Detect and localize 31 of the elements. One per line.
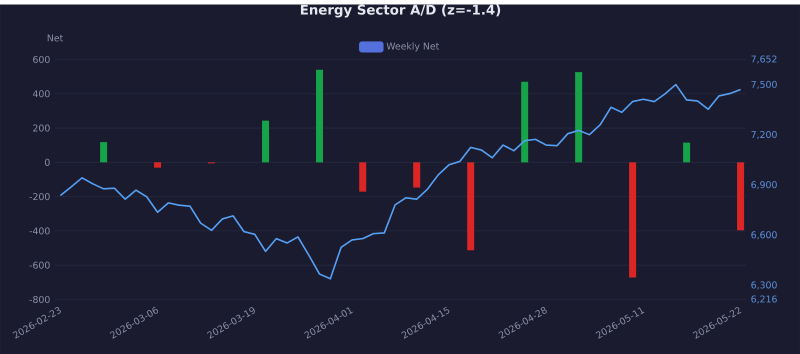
bar <box>359 162 366 192</box>
bar <box>521 82 528 162</box>
y2-tick-label: 7,500 <box>751 80 777 89</box>
y2-tick-label: 7,652 <box>751 55 776 64</box>
y-axis-title: Net <box>48 34 63 42</box>
y-tick-label: -200 <box>30 192 50 200</box>
text: Weekly Net <box>386 42 440 52</box>
bar <box>413 162 420 188</box>
bar <box>575 72 582 162</box>
y-tick-label: -400 <box>30 227 50 234</box>
bar <box>467 162 474 250</box>
bar <box>100 142 108 162</box>
bar <box>316 70 324 162</box>
line-series <box>60 84 742 280</box>
y2-tick-label: 6,300 <box>751 281 777 290</box>
y-tick-label: 0 <box>44 158 50 166</box>
y-tick-label: 400 <box>32 90 50 98</box>
bar <box>629 162 636 278</box>
y-tick-label: 200 <box>33 124 50 132</box>
y2-tick-label: 7,200 <box>751 130 777 139</box>
bar <box>683 142 690 162</box>
y-tick-label: 600 <box>33 56 50 63</box>
y-tick-label: -800 <box>30 296 50 303</box>
y2-tick-label: 6,600 <box>751 231 777 240</box>
y2-tick-label: 6,900 <box>751 180 777 189</box>
bar <box>737 162 744 230</box>
y2-tick-label: 6,216 <box>751 295 777 304</box>
bar <box>154 162 162 168</box>
bar <box>262 120 270 162</box>
chart-title: Energy Sector A/D (z=-1.4) <box>300 4 500 18</box>
y-tick-label: -600 <box>30 261 50 268</box>
